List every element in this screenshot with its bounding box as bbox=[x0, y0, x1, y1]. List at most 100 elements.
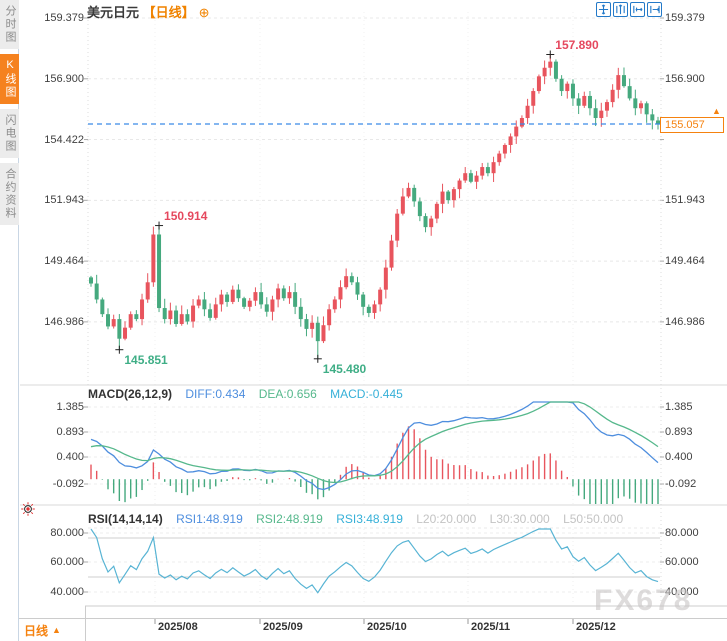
candle-body bbox=[559, 78, 564, 92]
candle-body bbox=[185, 314, 190, 322]
price-axis-right-label: 146.986 bbox=[665, 315, 705, 328]
candle-body bbox=[463, 173, 468, 181]
candle-body bbox=[304, 319, 309, 329]
candle-body bbox=[644, 103, 649, 115]
candle-body bbox=[429, 218, 434, 228]
candle-body bbox=[417, 201, 422, 217]
pan-right-icon[interactable] bbox=[647, 2, 662, 17]
crosshair-icon[interactable] bbox=[596, 2, 611, 17]
candle-body bbox=[366, 306, 371, 313]
date-axis-label: 2025/08 bbox=[158, 621, 198, 633]
candle-body bbox=[338, 287, 343, 300]
candle-body bbox=[219, 294, 224, 305]
rsi-axis-left-label: 40.000 bbox=[50, 586, 84, 598]
candle-body bbox=[627, 86, 632, 99]
sidebar-item-contract-info[interactable]: 合约资料 bbox=[0, 163, 19, 225]
candle-body bbox=[587, 95, 592, 109]
candle-body bbox=[406, 187, 411, 197]
rsi-l30-level: L30:30.000 bbox=[489, 512, 550, 526]
macd-title: MACD(26,12,9) bbox=[88, 387, 173, 401]
candle-body bbox=[89, 277, 93, 284]
candle-body bbox=[355, 282, 360, 295]
candle-body bbox=[536, 76, 541, 92]
macd-bar-value: MACD:-0.445 bbox=[330, 387, 403, 401]
price-axis-right-label: 149.464 bbox=[665, 255, 705, 268]
candle-body bbox=[100, 299, 105, 315]
macd-axis-left-label: -0.092 bbox=[52, 478, 84, 490]
price-annotation: 157.890 bbox=[555, 37, 599, 52]
candle-body bbox=[508, 136, 513, 145]
candle-body bbox=[542, 67, 547, 77]
candle-body bbox=[281, 288, 286, 299]
rsi-title: RSI(14,14,14) bbox=[88, 512, 163, 526]
scale-x-icon[interactable] bbox=[630, 2, 645, 17]
candle-body bbox=[162, 308, 167, 320]
candle-body bbox=[480, 167, 485, 176]
price-axis-left-label: 154.422 bbox=[44, 133, 84, 146]
macd-axis-left-label: 0.400 bbox=[56, 451, 84, 463]
candle-body bbox=[157, 234, 162, 309]
candle-body bbox=[230, 289, 235, 302]
candle-body bbox=[191, 305, 196, 322]
candle-body bbox=[344, 276, 349, 288]
candle-body bbox=[434, 203, 439, 219]
date-axis-label: 2025/09 bbox=[263, 621, 303, 633]
candle-body bbox=[451, 189, 456, 201]
candle-body bbox=[395, 213, 400, 241]
candle-body bbox=[502, 144, 507, 154]
rsi-axis-right-label: 40.000 bbox=[665, 586, 699, 598]
candle-body bbox=[548, 61, 553, 68]
sidebar-item-time-chart[interactable]: 分时图 bbox=[0, 0, 19, 49]
candle-body bbox=[179, 314, 184, 324]
sidebar-item-candle-chart[interactable]: K线图 bbox=[0, 54, 19, 104]
candle-body bbox=[400, 196, 405, 214]
price-axis-left-label: 151.943 bbox=[44, 194, 84, 207]
blink-marker-icon bbox=[21, 502, 35, 516]
macd-axis-right-label: 0.400 bbox=[665, 451, 693, 463]
candle-body bbox=[565, 83, 570, 92]
sidebar: 分时图 K线图 闪电图 合约资料 bbox=[0, 0, 19, 641]
candle-body bbox=[287, 292, 292, 299]
candle-body bbox=[474, 175, 479, 182]
period-tag: 【日线】 bbox=[142, 5, 195, 20]
macd-dea-value: DEA:0.656 bbox=[258, 387, 317, 401]
macd-axis-right-label: 1.385 bbox=[665, 401, 693, 413]
add-indicator-icon[interactable]: ⊕ bbox=[198, 5, 210, 20]
date-axis-label: 2025/11 bbox=[471, 621, 511, 633]
candle-body bbox=[485, 167, 490, 174]
candle-body bbox=[576, 98, 581, 106]
candle-body bbox=[621, 75, 626, 87]
rsi1-value: RSI1:48.919 bbox=[176, 512, 243, 526]
sidebar-item-lightning-chart[interactable]: 闪电图 bbox=[0, 109, 19, 158]
candle-body bbox=[378, 289, 383, 305]
candle-body bbox=[514, 126, 519, 137]
date-axis-label: 2025/10 bbox=[367, 621, 407, 633]
candle-body bbox=[412, 187, 417, 202]
candle-body bbox=[327, 309, 332, 326]
candle-body bbox=[264, 304, 269, 312]
candle-body bbox=[650, 114, 655, 121]
period-selector-label: 日线 bbox=[24, 623, 49, 638]
candle-body bbox=[468, 173, 473, 182]
candle-body bbox=[519, 118, 524, 127]
candle-body bbox=[497, 153, 502, 163]
candle-body bbox=[491, 162, 496, 174]
candle-body bbox=[174, 310, 179, 324]
candle-body bbox=[134, 314, 139, 320]
macd-axis-right-label: 0.893 bbox=[665, 426, 693, 438]
candle-body bbox=[610, 89, 615, 103]
candle-body bbox=[247, 300, 252, 307]
candle-body bbox=[332, 299, 337, 310]
period-selector-arrow-icon: ▲ bbox=[52, 625, 61, 635]
period-selector[interactable]: 日线 ▲ bbox=[0, 619, 85, 641]
candle-body bbox=[253, 292, 258, 301]
scale-y-icon[interactable] bbox=[613, 2, 628, 17]
candle-body bbox=[656, 120, 660, 124]
date-axis-label: 2025/12 bbox=[576, 621, 616, 633]
rsi-l50-level: L50:50.000 bbox=[563, 512, 624, 526]
candle-body bbox=[259, 292, 264, 305]
candle-body bbox=[298, 306, 303, 320]
candle-body bbox=[140, 299, 145, 320]
rsi-l20-level: L20:20.000 bbox=[416, 512, 477, 526]
